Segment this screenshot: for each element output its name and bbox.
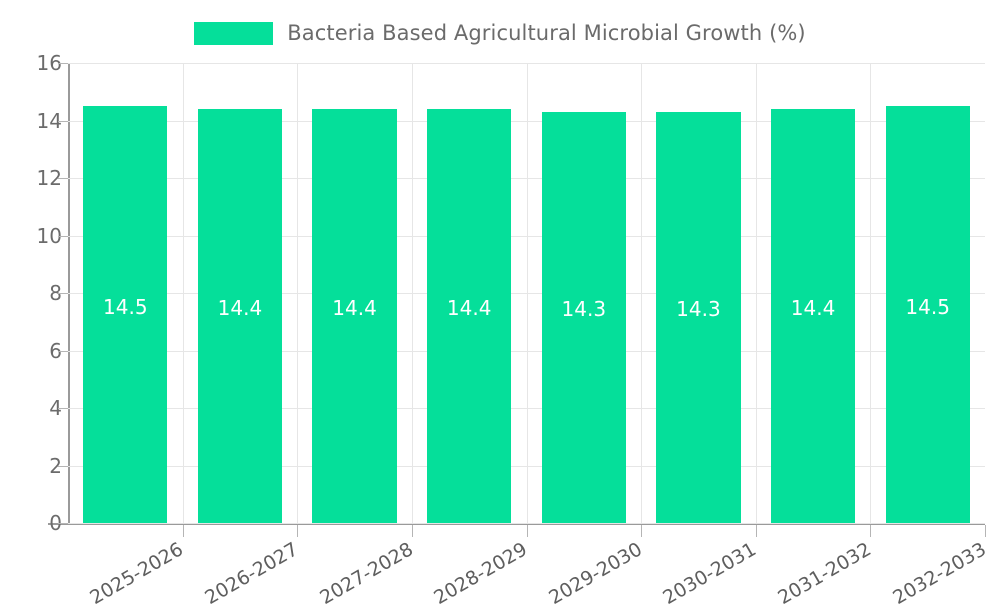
y-axis-tick-label: 6 bbox=[49, 338, 62, 363]
x-axis-tick-mark bbox=[183, 525, 184, 537]
y-axis-tick-label: 4 bbox=[49, 396, 62, 420]
gridline-horizontal bbox=[68, 63, 985, 64]
gridline-vertical bbox=[641, 63, 642, 523]
bar[interactable] bbox=[656, 111, 741, 523]
gridline-horizontal bbox=[68, 408, 985, 409]
gridline-horizontal bbox=[68, 178, 985, 179]
x-axis-tick-label: 2026-2027 bbox=[201, 538, 302, 609]
gridline-horizontal bbox=[68, 465, 985, 467]
y-axis-tick-mark bbox=[58, 523, 68, 524]
x-axis-tick-mark bbox=[756, 525, 757, 537]
y-axis-tick-label: 12 bbox=[36, 166, 62, 190]
bar[interactable] bbox=[427, 109, 512, 523]
y-axis-tick-mark bbox=[58, 235, 68, 237]
gridline-vertical bbox=[183, 63, 184, 523]
chart-legend: Bacteria Based Agricultural Microbial Gr… bbox=[0, 14, 1000, 52]
gridline-vertical bbox=[412, 63, 413, 523]
bar[interactable] bbox=[197, 109, 283, 523]
y-axis-tick-label: 8 bbox=[49, 281, 62, 305]
y-axis-tick-label: 14 bbox=[36, 108, 62, 133]
bar-value-label: 14.4 bbox=[332, 296, 377, 320]
y-axis-tick-label: 16 bbox=[36, 51, 62, 75]
bar[interactable] bbox=[83, 106, 168, 523]
y-axis-tick-mark bbox=[58, 465, 68, 467]
x-axis-tick-label: 2029-2030 bbox=[545, 538, 646, 609]
bar[interactable] bbox=[770, 109, 856, 523]
legend-item-bacteria-based-agricultural-microbial-growth[interactable]: Bacteria Based Agricultural Microbial Gr… bbox=[194, 21, 806, 45]
y-axis-tick-mark bbox=[58, 350, 68, 352]
bar-value-label: 14.3 bbox=[676, 297, 721, 322]
x-axis-tick-label: 2027-2028 bbox=[315, 538, 417, 609]
y-axis-tick-mark bbox=[58, 63, 68, 64]
bar-value-label: 14.3 bbox=[561, 297, 607, 322]
x-axis-tick-mark bbox=[412, 525, 413, 537]
y-axis-tick-mark bbox=[58, 408, 68, 409]
y-axis-tick-label: 2 bbox=[49, 453, 62, 478]
bar[interactable] bbox=[885, 106, 970, 523]
y-axis-tick-mark bbox=[58, 293, 68, 294]
bar-value-label: 14.5 bbox=[905, 294, 950, 319]
x-axis-tick-label: 2028-2029 bbox=[430, 538, 532, 609]
y-axis-tick-mark bbox=[58, 120, 68, 122]
x-axis-tick-mark bbox=[297, 525, 298, 537]
gridline-vertical bbox=[297, 63, 298, 523]
legend-item-label: Bacteria Based Agricultural Microbial Gr… bbox=[287, 21, 806, 45]
x-axis-line bbox=[48, 523, 985, 525]
gridline-horizontal bbox=[68, 523, 985, 524]
x-axis-tick-mark bbox=[870, 525, 871, 537]
bar-value-label: 14.4 bbox=[446, 296, 492, 320]
gridline-vertical bbox=[870, 63, 871, 523]
y-axis-tick-label: 10 bbox=[36, 223, 62, 248]
gridline-horizontal bbox=[68, 293, 985, 294]
bar-value-label: 14.4 bbox=[217, 296, 263, 320]
x-axis-tick-mark bbox=[985, 525, 986, 537]
gridline-vertical bbox=[756, 63, 757, 523]
gridline-horizontal bbox=[68, 350, 985, 352]
bar-value-label: 14.5 bbox=[103, 294, 148, 319]
y-axis-tick-mark bbox=[58, 178, 68, 179]
x-axis-tick-label: 2030-2031 bbox=[659, 538, 761, 609]
x-axis-tick-label: 2031-2032 bbox=[774, 538, 876, 609]
legend-color-swatch-icon bbox=[194, 21, 274, 45]
gridline-vertical bbox=[527, 63, 528, 523]
x-axis-tick-label: 2025-2026 bbox=[86, 538, 188, 609]
x-axis-tick-mark bbox=[527, 525, 528, 537]
x-axis-tick-label: 2032-2033 bbox=[888, 538, 990, 609]
plot-area: 14.5 14.4 14.4 14.4 14.3 14.3 14.4 14.5 bbox=[68, 63, 985, 524]
x-axis-tick-mark bbox=[641, 525, 642, 537]
gridline-horizontal bbox=[68, 120, 985, 122]
bar[interactable] bbox=[312, 109, 397, 523]
y-axis-tick-label: 0 bbox=[49, 511, 62, 535]
bar-value-label: 14.4 bbox=[790, 296, 836, 320]
bar[interactable] bbox=[541, 111, 626, 523]
gridline-horizontal bbox=[68, 235, 985, 237]
